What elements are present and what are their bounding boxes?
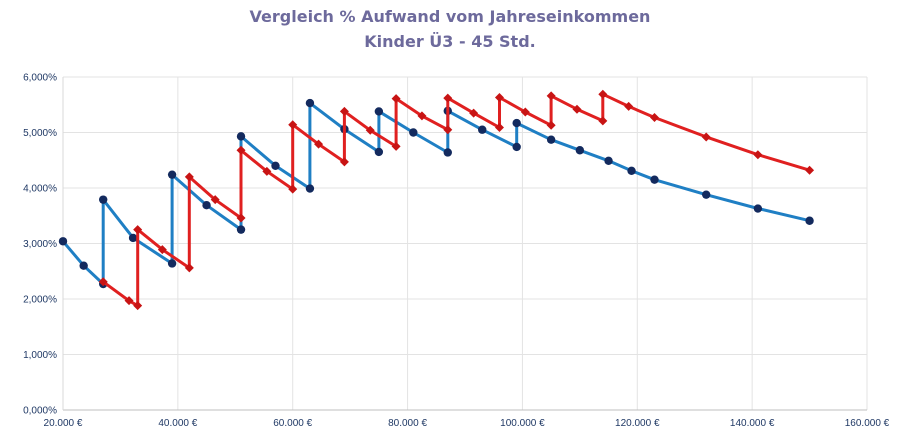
data-point	[391, 94, 401, 104]
data-point	[701, 132, 711, 142]
data-point	[494, 93, 504, 103]
data-point	[374, 107, 384, 116]
x-tick-label: 40.000 €	[158, 418, 197, 429]
y-tick-label: 3,000%	[23, 239, 57, 250]
data-point	[128, 233, 138, 243]
data-point	[262, 166, 272, 176]
data-point	[805, 216, 814, 225]
data-point	[469, 108, 479, 118]
data-point	[133, 225, 143, 235]
data-point	[167, 259, 177, 268]
data-point	[598, 116, 608, 126]
data-point	[79, 261, 88, 270]
y-tick-label: 0,000%	[23, 406, 57, 417]
chart-title: Vergleich % Aufwand vom Jahreseinkommen	[249, 7, 651, 26]
data-point	[572, 104, 582, 114]
series-line	[102, 92, 811, 308]
data-point	[365, 125, 375, 135]
data-point	[650, 175, 659, 184]
data-point	[305, 98, 315, 108]
chart-subtitle: Kinder Ü3 - 45 Std.	[364, 32, 536, 51]
data-point	[184, 263, 194, 273]
data-point	[133, 301, 143, 311]
data-point	[236, 225, 246, 234]
x-tick-label: 120.000 €	[615, 418, 660, 429]
x-tick-label: 160.000 €	[845, 418, 890, 429]
data-point	[167, 170, 177, 179]
y-tick-label: 4,000%	[23, 184, 57, 195]
x-tick-label: 80.000 €	[388, 418, 427, 429]
data-point	[58, 237, 68, 246]
data-point	[99, 195, 108, 204]
data-point	[210, 195, 220, 205]
data-point	[391, 141, 401, 151]
data-point	[805, 165, 815, 175]
data-point	[236, 132, 246, 141]
data-point	[627, 166, 636, 175]
data-point	[753, 150, 763, 160]
x-tick-label: 20.000 €	[44, 418, 83, 429]
data-point	[604, 156, 613, 166]
y-tick-label: 2,000%	[23, 295, 57, 306]
data-point	[236, 145, 246, 155]
data-point	[271, 161, 280, 170]
data-point	[443, 148, 452, 157]
data-point	[575, 146, 585, 155]
y-tick-label: 5,000%	[23, 128, 57, 139]
series-2	[98, 89, 815, 311]
data-point	[314, 139, 324, 149]
data-point	[702, 190, 711, 199]
data-point	[374, 147, 384, 157]
x-tick-label: 100.000 €	[500, 418, 545, 429]
data-point	[339, 106, 349, 116]
data-point	[598, 89, 608, 99]
x-tick-label: 60.000 €	[273, 418, 312, 429]
grid-lines	[63, 76, 868, 410]
data-point	[512, 118, 521, 128]
data-point	[753, 204, 763, 213]
data-point	[339, 157, 349, 167]
x-tick-label: 140.000 €	[730, 418, 775, 429]
data-point	[288, 184, 298, 194]
series-1	[58, 98, 814, 289]
data-point	[417, 111, 427, 121]
data-point	[288, 120, 298, 130]
data-point	[443, 93, 453, 103]
data-point	[546, 120, 556, 130]
data-point	[184, 172, 194, 182]
data-point	[236, 213, 246, 223]
y-tick-label: 6,000%	[23, 73, 57, 84]
data-point	[650, 113, 660, 123]
data-point	[443, 125, 453, 135]
data-point	[624, 101, 634, 111]
data-point	[494, 123, 504, 133]
data-point	[546, 91, 556, 101]
data-point	[520, 107, 530, 117]
data-point	[546, 135, 556, 144]
data-point	[512, 142, 521, 152]
data-point	[124, 296, 134, 306]
data-point	[157, 245, 167, 255]
series-layer	[58, 89, 815, 311]
data-point	[409, 128, 418, 137]
data-point	[98, 277, 108, 287]
data-point	[305, 184, 315, 193]
data-point	[202, 201, 211, 210]
tick-labels: 0,000% 1,000% 2,000% 3,000% 4,000% 5,000% 6,00…	[23, 73, 890, 430]
data-point	[478, 125, 487, 134]
y-tick-label: 1,000%	[23, 350, 57, 361]
